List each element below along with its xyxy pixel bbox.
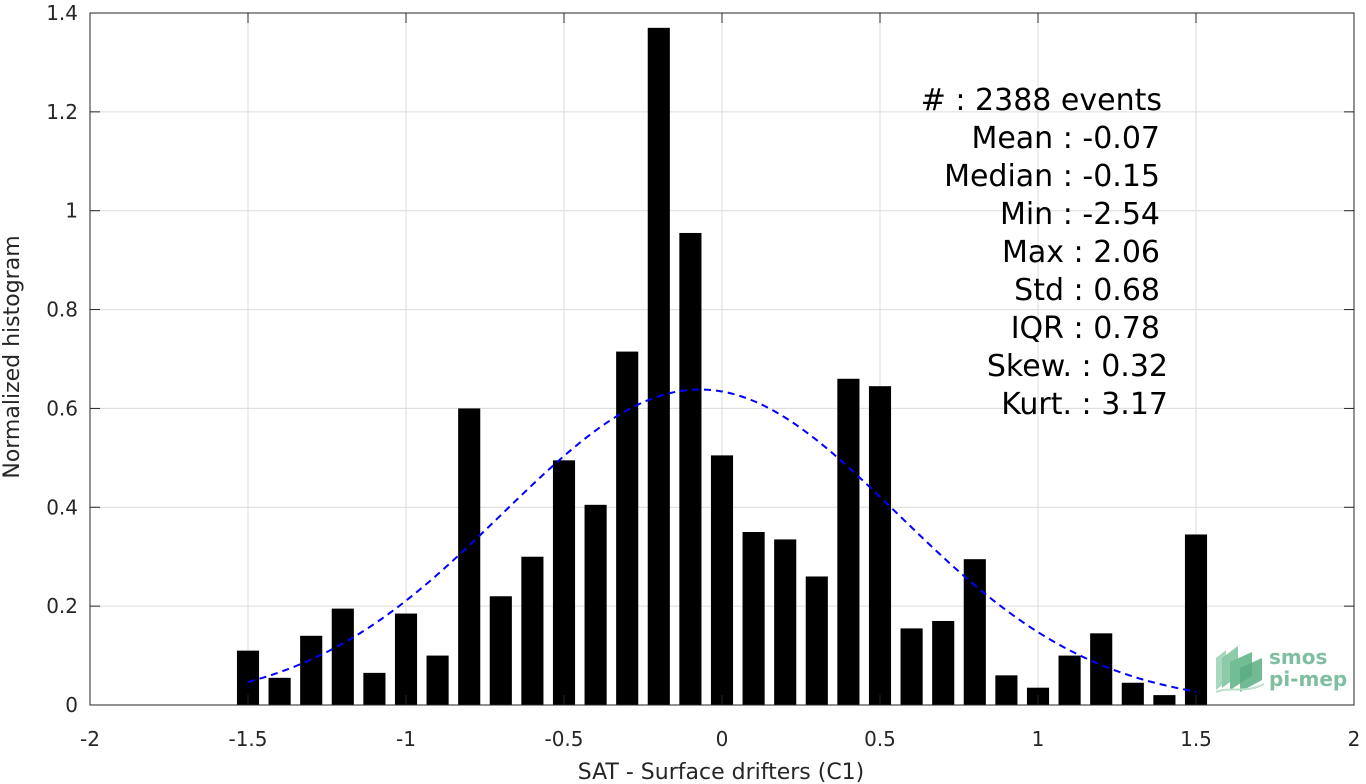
histogram-bar bbox=[521, 556, 544, 705]
stat-line: IQR : 0.78 bbox=[1011, 311, 1160, 346]
histogram-bar bbox=[616, 351, 639, 705]
stat-line: Kurt. : 3.17 bbox=[1001, 387, 1168, 422]
histogram-bar bbox=[995, 675, 1018, 705]
histogram-bar bbox=[710, 455, 734, 705]
y-tick-label: 0 bbox=[65, 693, 78, 717]
stat-line: # : 2388 events bbox=[921, 83, 1162, 118]
histogram-bar bbox=[489, 596, 512, 705]
histogram-bars bbox=[236, 27, 1208, 706]
histogram-bar bbox=[647, 27, 670, 706]
stat-line: Min : -2.54 bbox=[1000, 197, 1160, 232]
y-tick-label: 1 bbox=[65, 199, 78, 223]
histogram-bar bbox=[742, 532, 765, 705]
histogram-bar bbox=[1121, 682, 1144, 705]
histogram-bar bbox=[963, 559, 986, 705]
histogram-bar bbox=[774, 539, 797, 705]
gaussian-fit-curve bbox=[247, 388, 1197, 693]
stat-line: Mean : -0.07 bbox=[971, 121, 1160, 156]
axis-ticks bbox=[89, 12, 1355, 706]
y-tick-label: 0.6 bbox=[46, 396, 78, 420]
x-tick-label: -1 bbox=[396, 727, 416, 751]
stat-line: Median : -0.15 bbox=[944, 159, 1160, 194]
histogram-bar bbox=[236, 650, 260, 705]
y-tick-label: 1.2 bbox=[46, 100, 78, 124]
logo-text-smos: smos bbox=[1269, 645, 1327, 669]
x-tick-label: 2 bbox=[1348, 727, 1361, 751]
histogram-bar bbox=[1184, 534, 1208, 705]
y-tick-label: 0.4 bbox=[46, 495, 78, 519]
histogram-bar bbox=[331, 608, 354, 705]
histogram-bar bbox=[900, 628, 923, 705]
histogram-bar bbox=[300, 635, 323, 705]
x-tick-label: 1 bbox=[1032, 727, 1045, 751]
histogram-bar bbox=[932, 620, 955, 705]
histogram-bar bbox=[837, 378, 860, 705]
y-tick-label: 1.4 bbox=[46, 1, 78, 25]
histogram-bar bbox=[552, 460, 576, 705]
logo-emblem-icon bbox=[1215, 646, 1265, 693]
histogram-bar bbox=[1058, 655, 1081, 705]
x-tick-label: 0.5 bbox=[864, 727, 896, 751]
histogram-bar bbox=[458, 408, 481, 705]
x-tick-label: 1.5 bbox=[1180, 727, 1212, 751]
x-tick-label: -1.5 bbox=[228, 727, 267, 751]
histogram-bar bbox=[426, 655, 449, 705]
logo-text-pi-mep: pi-mep bbox=[1269, 667, 1347, 691]
histogram-bar bbox=[394, 613, 418, 705]
stat-line: Max : 2.06 bbox=[1002, 235, 1160, 270]
y-tick-labels: 0 0.2 0.4 0.6 0.8 1 1.2 1.4 bbox=[46, 1, 78, 717]
y-axis-label: Normalized histogram bbox=[0, 235, 25, 478]
histogram-bar bbox=[584, 504, 607, 705]
x-tick-labels: -2 -1.5 -1 -0.5 0 0.5 1 1.5 2 bbox=[80, 727, 1360, 751]
y-tick-label: 0.2 bbox=[46, 594, 78, 618]
x-tick-label: -2 bbox=[80, 727, 100, 751]
histogram-bar bbox=[868, 386, 892, 705]
histogram-bar bbox=[363, 672, 386, 705]
x-tick-label: -0.5 bbox=[544, 727, 583, 751]
histogram-bar bbox=[1090, 633, 1113, 705]
stat-line: Std : 0.68 bbox=[1014, 273, 1160, 308]
x-tick-label: 0 bbox=[716, 727, 729, 751]
histogram-bar bbox=[268, 677, 291, 705]
x-axis-label: SAT - Surface drifters (C1) bbox=[578, 760, 865, 784]
smos-pi-mep-logo: smos pi-mep bbox=[1215, 645, 1347, 693]
y-tick-label: 0.8 bbox=[46, 298, 78, 322]
histogram-bar bbox=[679, 232, 702, 705]
stat-line: Skew. : 0.32 bbox=[987, 349, 1168, 384]
histogram-bar bbox=[1153, 695, 1176, 705]
histogram-bar bbox=[805, 576, 828, 705]
